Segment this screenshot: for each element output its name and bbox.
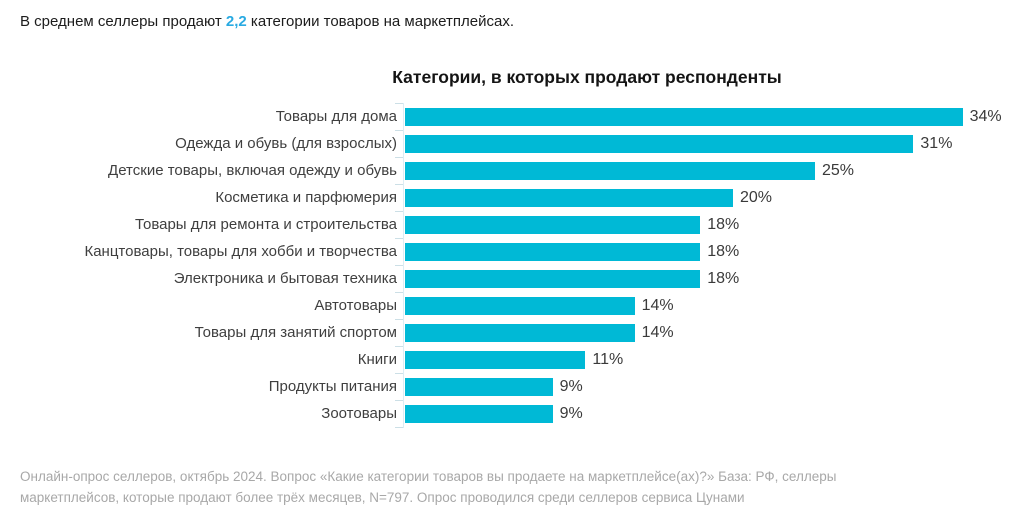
bar [405, 242, 701, 261]
bar [405, 134, 914, 153]
chart-row: Электроника и бытовая техника 18% [20, 265, 1024, 292]
bar [405, 350, 586, 369]
category-label: Детские товары, включая одежду и обувь [108, 162, 397, 179]
summary-highlight-value: 2,2 [225, 13, 247, 30]
value-label: 18% [707, 242, 740, 260]
chart-row: Товары для дома 34% [20, 103, 1024, 130]
chart-row: Автотовары 14% [20, 292, 1024, 319]
category-label: Товары для дома [275, 108, 397, 125]
bar [405, 377, 553, 396]
category-label: Автотовары [314, 297, 397, 314]
chart-rows: Товары для дома 34% Одежда и обувь (для … [20, 103, 1024, 427]
category-label: Электроника и бытовая техника [173, 270, 397, 287]
value-label: 9% [559, 404, 583, 422]
chart-row: Продукты питания 9% [20, 373, 1024, 400]
bar [405, 404, 553, 423]
source-note-line2: маркетплейсов, которые продают более трё… [20, 490, 745, 505]
chart-row: Зоотовары 9% [20, 400, 1024, 427]
category-label: Книги [357, 351, 397, 368]
value-label: 18% [707, 215, 740, 233]
value-label: 14% [641, 323, 674, 341]
chart-row: Косметика и парфюмерия 20% [20, 184, 1024, 211]
summary-prefix: В среднем селлеры продают [20, 13, 226, 30]
category-label: Одежда и обувь (для взрослых) [175, 135, 397, 152]
summary-sentence: В среднем селлеры продают 2,2 категории … [20, 13, 514, 30]
value-label: 14% [641, 296, 674, 314]
bar [405, 296, 635, 315]
source-note-line1: Онлайн-опрос селлеров, октябрь 2024. Воп… [20, 469, 837, 484]
value-label: 31% [920, 134, 953, 152]
chart-row: Детские товары, включая одежду и обувь 2… [20, 157, 1024, 184]
value-label: 34% [969, 107, 1002, 125]
category-label: Канцтовары, товары для хобби и творчеств… [84, 243, 397, 260]
chart-row: Товары для занятий спортом 14% [20, 319, 1024, 346]
bar [405, 323, 635, 342]
value-label: 18% [707, 269, 740, 287]
chart-row: Одежда и обувь (для взрослых) 31% [20, 130, 1024, 157]
chart-title: Категории, в которых продают респонденты [392, 67, 782, 87]
value-label: 11% [592, 350, 624, 368]
chart-row: Товары для ремонта и строительства 18% [20, 211, 1024, 238]
summary-suffix: категории товаров на маркетплейсах. [246, 13, 514, 30]
category-label: Товары для ремонта и строительства [134, 216, 397, 233]
source-note: Онлайн-опрос селлеров, октябрь 2024. Воп… [20, 466, 900, 508]
value-label: 9% [559, 377, 583, 395]
bar [405, 107, 963, 126]
bar [405, 269, 701, 288]
bar [405, 161, 815, 180]
category-label: Зоотовары [321, 405, 397, 422]
category-label: Продукты питания [268, 378, 397, 395]
category-label: Товары для занятий спортом [194, 324, 397, 341]
value-label: 25% [822, 161, 855, 179]
category-label: Косметика и парфюмерия [215, 189, 397, 206]
value-label: 20% [740, 188, 773, 206]
chart-axis-line [395, 103, 404, 428]
bar [405, 188, 733, 207]
chart-row: Канцтовары, товары для хобби и творчеств… [20, 238, 1024, 265]
bar [405, 215, 701, 234]
chart-row: Книги 11% [20, 346, 1024, 373]
